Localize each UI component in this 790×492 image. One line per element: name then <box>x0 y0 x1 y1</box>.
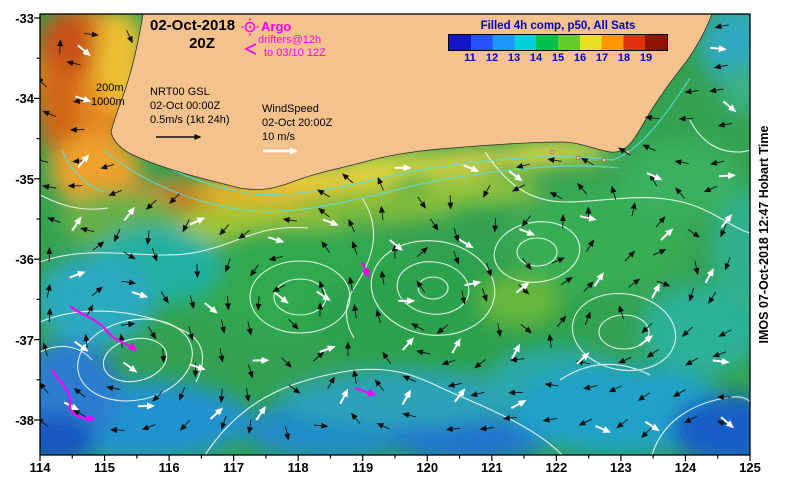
colorbar-tick-label: 17 <box>595 52 609 64</box>
y-tick-label: -36 <box>15 252 34 268</box>
map-date: 02-Oct-2018 <box>150 17 236 34</box>
depth-label-1000m: 1000m <box>91 96 125 108</box>
wind-legend-time: 02-Oct 20:00Z <box>262 117 333 129</box>
x-tick-label: 123 <box>610 460 632 475</box>
wind-legend-scale: 10 m/s <box>262 131 296 143</box>
x-tick-label: 118 <box>287 460 309 475</box>
land-region <box>110 14 713 190</box>
x-tick-label: 119 <box>352 460 374 475</box>
current-legend-title: NRT00 GSL <box>150 86 210 98</box>
current-legend-time: 02-Oct 00:00Z <box>150 100 221 112</box>
x-tick-label: 122 <box>545 460 568 475</box>
map-time: 20Z <box>189 35 215 52</box>
side-caption: IMOS 07-Oct-2018 12:47 Hobart Time <box>757 125 771 344</box>
argo-symbol <box>241 18 259 36</box>
colorbar: Filled 4h comp, p50, All Sats 11 12 13 14 15… <box>448 20 668 66</box>
x-tick-label: 124 <box>674 460 697 475</box>
colorbar-bar <box>448 34 668 51</box>
x-tick-label: 125 <box>739 460 761 475</box>
plot-border <box>39 13 751 456</box>
colorbar-tick-label: 12 <box>485 52 499 64</box>
y-tick-label: -33 <box>15 11 34 26</box>
y-tick-label: -35 <box>15 171 34 187</box>
wind-vectors-layer <box>63 44 737 433</box>
x-tick-label: 114 <box>29 460 51 475</box>
y-tick-label: -37 <box>15 332 34 348</box>
y-tick-label: -38 <box>15 413 34 428</box>
colorbar-tick-label: 16 <box>573 52 587 64</box>
colorbar-title: Filled 4h comp, p50, All Sats <box>480 20 636 32</box>
drifters-label-line2: to 03/10 12Z <box>264 47 326 59</box>
colorbar-tick-label: 11 <box>464 52 476 64</box>
y-tick-label: -34 <box>15 91 34 107</box>
x-tick-label: 117 <box>223 460 245 475</box>
drifter-legend-arrow <box>243 43 257 55</box>
colorbar-ticks: 11 12 13 14 15 16 17 18 19 <box>448 52 668 66</box>
current-legend-scale: 0.5m/s (1kt 24h) <box>150 114 230 126</box>
x-tick-label: 121 <box>480 460 503 475</box>
x-tick-label: 116 <box>158 460 180 475</box>
colorbar-tick-label: 14 <box>529 52 543 64</box>
x-tick-label: 115 <box>94 460 116 475</box>
colorbar-tick-label: 19 <box>639 52 653 64</box>
colorbar-tick-label: 15 <box>551 52 565 64</box>
colorbar-tick-label: 18 <box>617 52 631 64</box>
drifters-label-line1: drifters@12h <box>258 34 322 46</box>
wind-legend-title: WindSpeed <box>262 103 319 115</box>
colorbar-tick-label: 13 <box>507 52 521 64</box>
depth-label-200m: 200m <box>96 82 124 94</box>
argo-label: Argo <box>261 19 292 34</box>
islands <box>549 149 631 163</box>
drifter-tracks <box>51 261 377 424</box>
x-tick-label: 120 <box>416 460 439 475</box>
